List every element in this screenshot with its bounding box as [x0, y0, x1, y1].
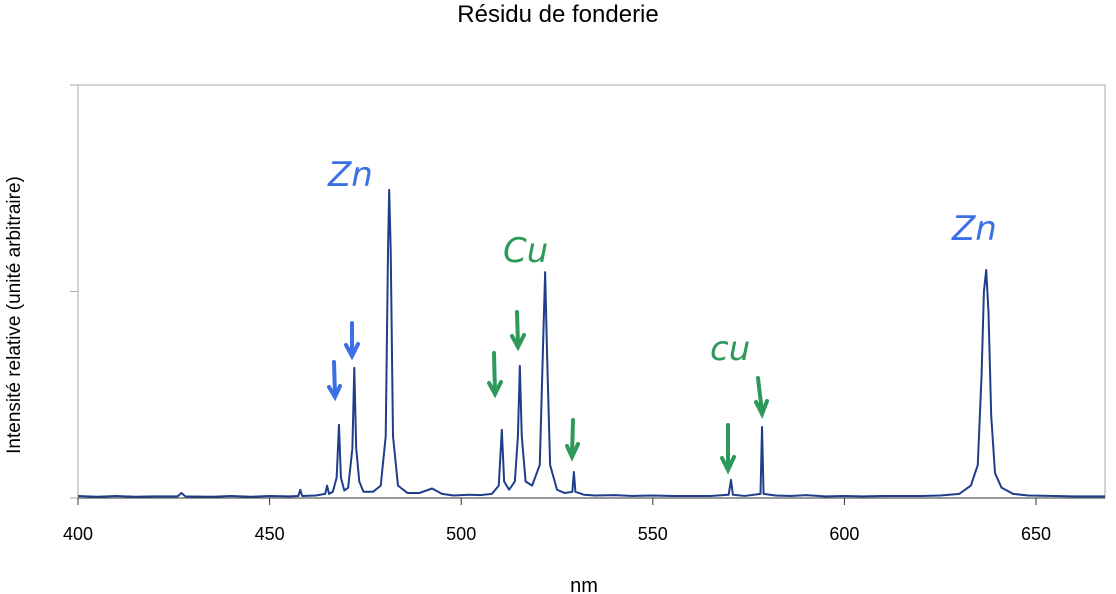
x-axis-label: nm	[570, 575, 598, 594]
annotation: Zn	[951, 209, 997, 249]
x-tick-label: 450	[255, 524, 285, 544]
x-tick-label: 550	[638, 524, 668, 544]
x-tick-label: 650	[1021, 524, 1051, 544]
annotation-arrows	[327, 310, 769, 475]
annotation: Cu	[503, 231, 548, 271]
chart-title: Résidu de fonderie	[457, 1, 658, 28]
y-axis-label: Intensité relative (unité arbitraire)	[4, 176, 25, 454]
annotation: cu	[710, 329, 750, 369]
x-tick-label: 500	[446, 524, 476, 544]
spectrum-line	[77, 188, 1105, 498]
plot-frame	[77, 84, 1106, 499]
annotation: Zn	[327, 155, 373, 195]
x-tick-label: 600	[829, 524, 859, 544]
x-tick-label: 400	[63, 524, 93, 544]
